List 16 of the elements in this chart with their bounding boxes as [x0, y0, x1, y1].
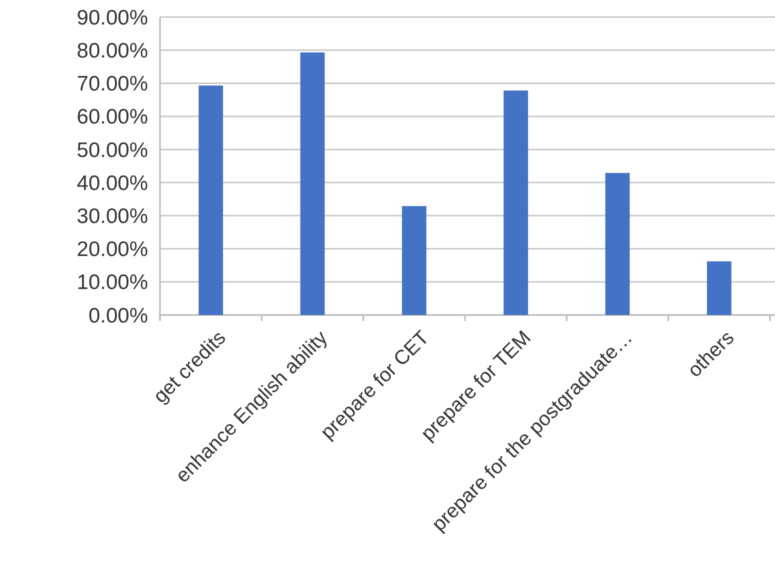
- bar: [706, 261, 732, 315]
- bar: [300, 52, 325, 315]
- y-tick-label: 90.00%: [76, 6, 148, 30]
- y-tick-label: 60.00%: [76, 106, 148, 129]
- y-tick-label: 30.00%: [76, 205, 148, 228]
- bar: [504, 90, 528, 315]
- y-tick-label: 50.00%: [76, 138, 148, 162]
- bar: [402, 206, 426, 315]
- bar: [198, 86, 224, 315]
- y-tick-label: 80.00%: [76, 39, 148, 62]
- y-tick-label: 0.00%: [88, 304, 148, 328]
- bar: [605, 172, 630, 315]
- y-tick-label: 10.00%: [76, 271, 148, 294]
- y-tick-label: 70.00%: [76, 72, 148, 96]
- y-tick-label: 40.00%: [76, 172, 148, 195]
- y-tick-label: 20.00%: [76, 238, 148, 262]
